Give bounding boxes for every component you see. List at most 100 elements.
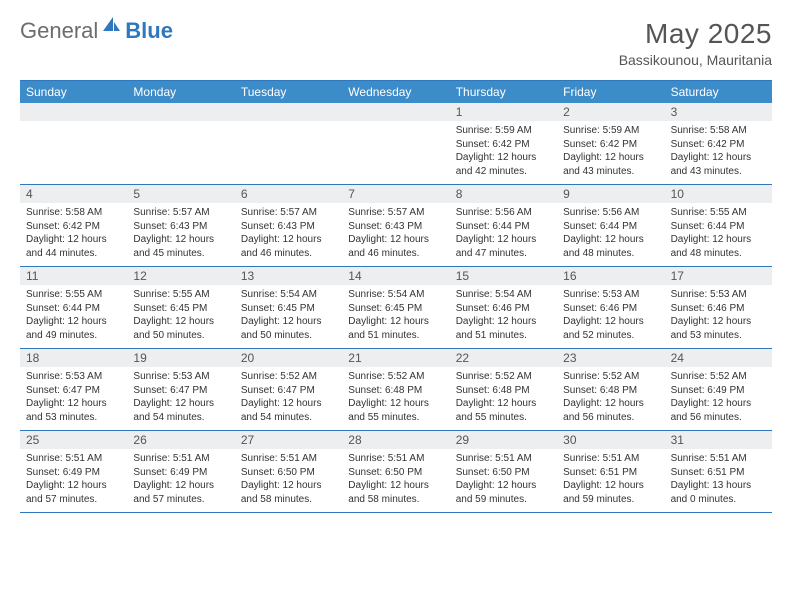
day-number: 16 [557, 267, 664, 285]
day-number: 19 [127, 349, 234, 367]
day-header-sunday: Sunday [20, 81, 127, 103]
calendar-cell: 31Sunrise: 5:51 AMSunset: 6:51 PMDayligh… [665, 431, 772, 512]
day-number: 10 [665, 185, 772, 203]
calendar-cell [342, 103, 449, 184]
calendar-cell: 23Sunrise: 5:52 AMSunset: 6:48 PMDayligh… [557, 349, 664, 430]
brand-logo: General Blue [20, 18, 173, 44]
header-bar: General Blue May 2025 Bassikounou, Mauri… [20, 18, 772, 68]
calendar-cell: 3Sunrise: 5:58 AMSunset: 6:42 PMDaylight… [665, 103, 772, 184]
calendar: SundayMondayTuesdayWednesdayThursdayFrid… [20, 80, 772, 513]
day-info: Sunrise: 5:53 AMSunset: 6:46 PMDaylight:… [557, 285, 664, 348]
day-info: Sunrise: 5:51 AMSunset: 6:49 PMDaylight:… [20, 449, 127, 512]
calendar-cell: 15Sunrise: 5:54 AMSunset: 6:46 PMDayligh… [450, 267, 557, 348]
day-info: Sunrise: 5:58 AMSunset: 6:42 PMDaylight:… [665, 121, 772, 184]
calendar-cell: 16Sunrise: 5:53 AMSunset: 6:46 PMDayligh… [557, 267, 664, 348]
calendar-cell: 26Sunrise: 5:51 AMSunset: 6:49 PMDayligh… [127, 431, 234, 512]
day-number: 29 [450, 431, 557, 449]
calendar-cell: 7Sunrise: 5:57 AMSunset: 6:43 PMDaylight… [342, 185, 449, 266]
calendar-cell: 21Sunrise: 5:52 AMSunset: 6:48 PMDayligh… [342, 349, 449, 430]
day-number: 26 [127, 431, 234, 449]
day-info: Sunrise: 5:56 AMSunset: 6:44 PMDaylight:… [557, 203, 664, 266]
day-info: Sunrise: 5:51 AMSunset: 6:51 PMDaylight:… [665, 449, 772, 512]
calendar-week: 4Sunrise: 5:58 AMSunset: 6:42 PMDaylight… [20, 185, 772, 267]
calendar-cell: 6Sunrise: 5:57 AMSunset: 6:43 PMDaylight… [235, 185, 342, 266]
day-number: 25 [20, 431, 127, 449]
day-info: Sunrise: 5:55 AMSunset: 6:45 PMDaylight:… [127, 285, 234, 348]
day-number: 7 [342, 185, 449, 203]
calendar-cell: 17Sunrise: 5:53 AMSunset: 6:46 PMDayligh… [665, 267, 772, 348]
calendar-cell: 18Sunrise: 5:53 AMSunset: 6:47 PMDayligh… [20, 349, 127, 430]
day-number: 30 [557, 431, 664, 449]
day-number: 12 [127, 267, 234, 285]
calendar-cell: 8Sunrise: 5:56 AMSunset: 6:44 PMDaylight… [450, 185, 557, 266]
day-info: Sunrise: 5:53 AMSunset: 6:47 PMDaylight:… [127, 367, 234, 430]
day-number: 20 [235, 349, 342, 367]
day-info: Sunrise: 5:51 AMSunset: 6:49 PMDaylight:… [127, 449, 234, 512]
calendar-cell: 9Sunrise: 5:56 AMSunset: 6:44 PMDaylight… [557, 185, 664, 266]
day-number: 22 [450, 349, 557, 367]
calendar-cell: 1Sunrise: 5:59 AMSunset: 6:42 PMDaylight… [450, 103, 557, 184]
day-header-saturday: Saturday [665, 81, 772, 103]
location-label: Bassikounou, Mauritania [619, 52, 772, 68]
calendar-cell: 19Sunrise: 5:53 AMSunset: 6:47 PMDayligh… [127, 349, 234, 430]
day-info: Sunrise: 5:52 AMSunset: 6:49 PMDaylight:… [665, 367, 772, 430]
calendar-cell: 4Sunrise: 5:58 AMSunset: 6:42 PMDaylight… [20, 185, 127, 266]
day-number: 14 [342, 267, 449, 285]
day-info: Sunrise: 5:57 AMSunset: 6:43 PMDaylight:… [235, 203, 342, 266]
day-number: 24 [665, 349, 772, 367]
day-info: Sunrise: 5:57 AMSunset: 6:43 PMDaylight:… [127, 203, 234, 266]
calendar-week: 1Sunrise: 5:59 AMSunset: 6:42 PMDaylight… [20, 103, 772, 185]
calendar-cell: 22Sunrise: 5:52 AMSunset: 6:48 PMDayligh… [450, 349, 557, 430]
day-number: 11 [20, 267, 127, 285]
day-number: 3 [665, 103, 772, 121]
calendar-cell: 11Sunrise: 5:55 AMSunset: 6:44 PMDayligh… [20, 267, 127, 348]
calendar-cell: 12Sunrise: 5:55 AMSunset: 6:45 PMDayligh… [127, 267, 234, 348]
day-info: Sunrise: 5:51 AMSunset: 6:50 PMDaylight:… [235, 449, 342, 512]
day-info: Sunrise: 5:55 AMSunset: 6:44 PMDaylight:… [20, 285, 127, 348]
calendar-cell: 13Sunrise: 5:54 AMSunset: 6:45 PMDayligh… [235, 267, 342, 348]
day-info: Sunrise: 5:53 AMSunset: 6:46 PMDaylight:… [665, 285, 772, 348]
day-info: Sunrise: 5:52 AMSunset: 6:48 PMDaylight:… [450, 367, 557, 430]
day-info: Sunrise: 5:52 AMSunset: 6:48 PMDaylight:… [342, 367, 449, 430]
day-info: Sunrise: 5:51 AMSunset: 6:50 PMDaylight:… [342, 449, 449, 512]
day-info: Sunrise: 5:54 AMSunset: 6:45 PMDaylight:… [235, 285, 342, 348]
calendar-cell: 24Sunrise: 5:52 AMSunset: 6:49 PMDayligh… [665, 349, 772, 430]
day-number: 31 [665, 431, 772, 449]
day-info: Sunrise: 5:51 AMSunset: 6:50 PMDaylight:… [450, 449, 557, 512]
day-header-wednesday: Wednesday [342, 81, 449, 103]
day-info: Sunrise: 5:55 AMSunset: 6:44 PMDaylight:… [665, 203, 772, 266]
calendar-cell: 10Sunrise: 5:55 AMSunset: 6:44 PMDayligh… [665, 185, 772, 266]
day-info: Sunrise: 5:57 AMSunset: 6:43 PMDaylight:… [342, 203, 449, 266]
day-header-thursday: Thursday [450, 81, 557, 103]
day-info: Sunrise: 5:59 AMSunset: 6:42 PMDaylight:… [450, 121, 557, 184]
calendar-cell: 27Sunrise: 5:51 AMSunset: 6:50 PMDayligh… [235, 431, 342, 512]
calendar-cell [127, 103, 234, 184]
calendar-cell: 30Sunrise: 5:51 AMSunset: 6:51 PMDayligh… [557, 431, 664, 512]
calendar-cell: 2Sunrise: 5:59 AMSunset: 6:42 PMDaylight… [557, 103, 664, 184]
day-info: Sunrise: 5:52 AMSunset: 6:48 PMDaylight:… [557, 367, 664, 430]
day-info: Sunrise: 5:59 AMSunset: 6:42 PMDaylight:… [557, 121, 664, 184]
day-number: 8 [450, 185, 557, 203]
day-number: 1 [450, 103, 557, 121]
brand-blue: Blue [125, 18, 173, 44]
calendar-cell: 5Sunrise: 5:57 AMSunset: 6:43 PMDaylight… [127, 185, 234, 266]
day-number: 2 [557, 103, 664, 121]
month-title: May 2025 [619, 18, 772, 50]
day-info: Sunrise: 5:58 AMSunset: 6:42 PMDaylight:… [20, 203, 127, 266]
day-number: 6 [235, 185, 342, 203]
day-info: Sunrise: 5:53 AMSunset: 6:47 PMDaylight:… [20, 367, 127, 430]
day-number: 17 [665, 267, 772, 285]
title-block: May 2025 Bassikounou, Mauritania [619, 18, 772, 68]
day-number: 23 [557, 349, 664, 367]
calendar-cell: 20Sunrise: 5:52 AMSunset: 6:47 PMDayligh… [235, 349, 342, 430]
brand-general: General [20, 18, 98, 44]
calendar-week: 11Sunrise: 5:55 AMSunset: 6:44 PMDayligh… [20, 267, 772, 349]
day-number: 28 [342, 431, 449, 449]
day-info: Sunrise: 5:52 AMSunset: 6:47 PMDaylight:… [235, 367, 342, 430]
day-number: 18 [20, 349, 127, 367]
calendar-week: 25Sunrise: 5:51 AMSunset: 6:49 PMDayligh… [20, 431, 772, 513]
day-number: 15 [450, 267, 557, 285]
day-number: 9 [557, 185, 664, 203]
day-header-tuesday: Tuesday [235, 81, 342, 103]
calendar-week: 18Sunrise: 5:53 AMSunset: 6:47 PMDayligh… [20, 349, 772, 431]
